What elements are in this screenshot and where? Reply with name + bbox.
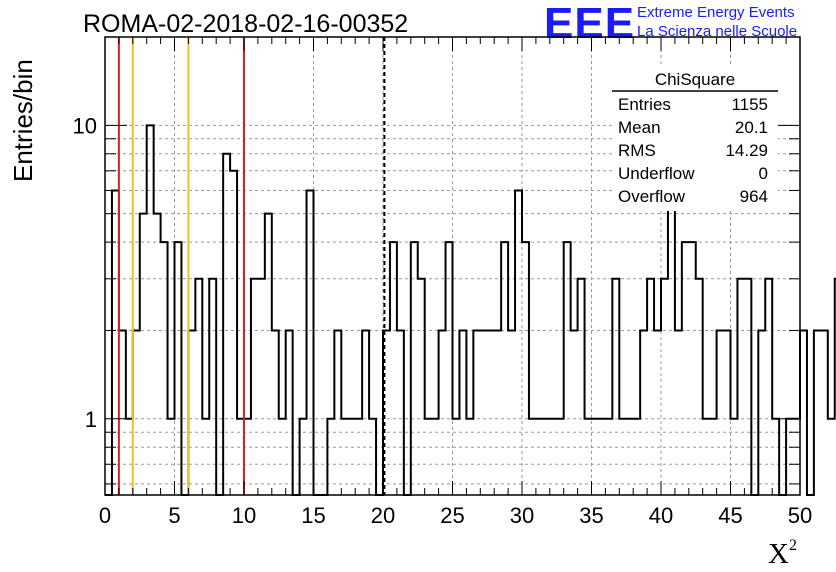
stats-label: Overflow [618,187,686,206]
stats-label: Underflow [618,164,695,183]
stats-value: 964 [740,187,768,206]
stats-value: 0 [759,164,768,183]
stats-box: ChiSquare Entries 1155 Mean 20.1 RMS 14.29 Unde… [612,67,778,211]
x-tick-label: 0 [99,503,111,528]
stats-title: ChiSquare [655,70,735,89]
y-tick-label: 10 [73,113,97,138]
stats-label: Mean [618,118,661,137]
chart-title: ROMA-02-2018-02-16-00352 [83,10,409,38]
logo-line-1: Extreme Energy Events [637,4,795,21]
reference-lines [117,37,386,495]
x-tick-label: 25 [440,503,464,528]
x-axis-label: X2 [768,537,797,570]
x-tick-label: 5 [168,503,180,528]
x-tick-label: 40 [649,503,673,528]
x-tick-label: 35 [579,503,603,528]
stats-value: 20.1 [735,118,768,137]
stats-label: Entries [618,95,671,114]
x-tick-label: 10 [232,503,256,528]
axis-ticks: 0 5 10 15 20 25 30 35 40 45 50 1 10 [73,37,812,528]
stats-value: 1155 [731,95,768,114]
x-tick-label: 50 [788,503,812,528]
stats-value: 14.29 [725,141,768,160]
y-tick-label: 1 [85,407,97,432]
x-tick-label: 15 [301,503,325,528]
stats-label: RMS [618,141,656,160]
logo-line-2: La Scienza nelle Scuole [637,23,798,40]
x-tick-label: 30 [510,503,534,528]
x-tick-label: 20 [371,503,395,528]
x-tick-label: 45 [718,503,742,528]
